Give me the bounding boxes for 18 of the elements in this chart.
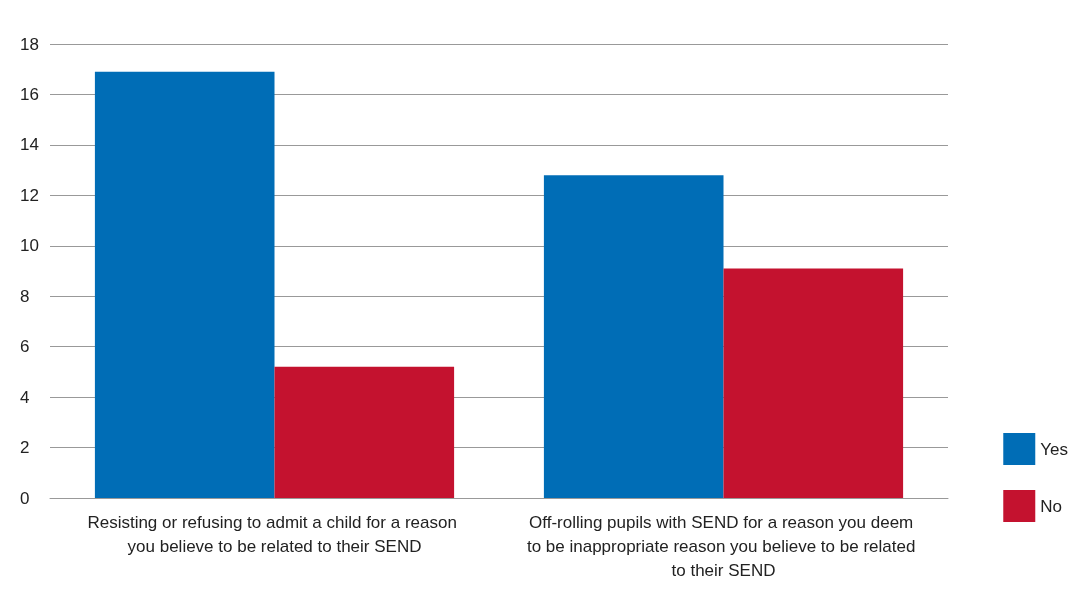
y-tick-label: 18 xyxy=(20,34,39,54)
bar xyxy=(94,71,275,498)
bar xyxy=(543,175,724,498)
bar xyxy=(723,268,904,498)
y-tick-label: 0 xyxy=(20,488,30,508)
y-tick-label: 16 xyxy=(20,84,39,104)
x-tick-label: Resisting or refusing to admit a child for a reason you believe to be related to their SEND xyxy=(87,512,462,556)
legend-label: No xyxy=(1040,496,1062,516)
y-tick-label: 12 xyxy=(20,185,39,205)
y-tick-label: 2 xyxy=(20,438,30,458)
y-tick-label: 4 xyxy=(20,387,30,407)
y-tick-label: 14 xyxy=(20,135,39,155)
y-tick-label: 10 xyxy=(20,236,39,256)
y-tick-label: 6 xyxy=(20,337,30,357)
legend-label: Yes xyxy=(1040,439,1068,459)
y-tick-label: 8 xyxy=(20,286,30,306)
bar xyxy=(274,366,455,498)
x-tick-label: Off-rolling pupils with SEND for a reason you deem to be inappropriate reason you believe to be related to their SEND xyxy=(526,512,921,580)
